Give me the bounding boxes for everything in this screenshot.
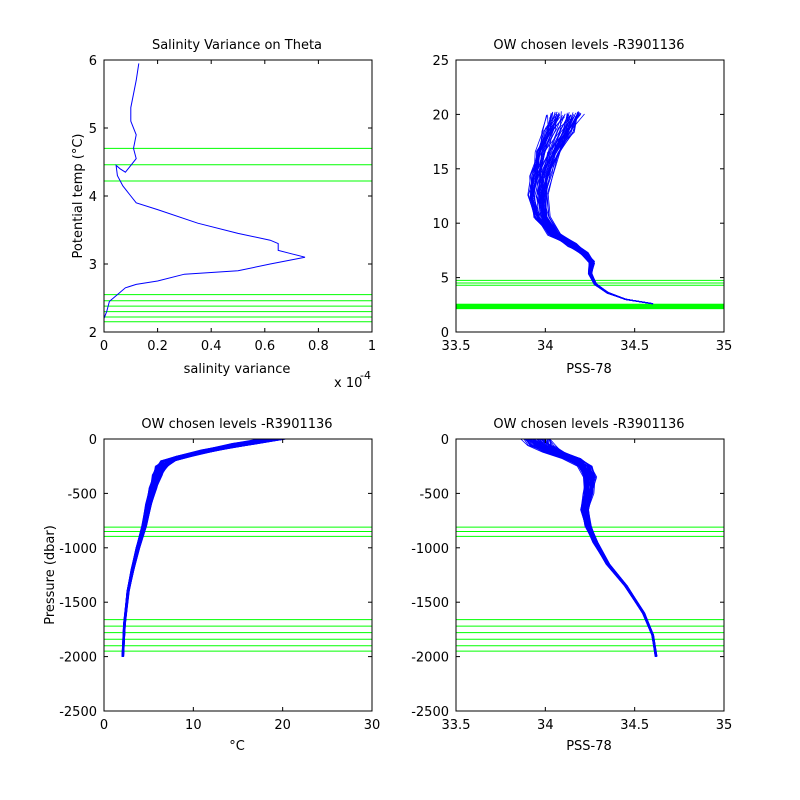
x-tick-label: 34.5 xyxy=(620,718,649,733)
y-tick-label: 0 xyxy=(89,433,97,448)
plot-frame xyxy=(103,438,373,712)
x-tick-label: 33.5 xyxy=(442,339,471,354)
x-tick-label: 35 xyxy=(716,339,733,354)
y-tick-label: 3 xyxy=(89,258,97,273)
panel-title: OW chosen levels -R3901136 xyxy=(141,417,332,432)
y-tick-label: -1500 xyxy=(59,596,97,611)
profile-line xyxy=(547,438,658,657)
y-tick-label: -500 xyxy=(419,487,449,502)
x-tick-label: 0.6 xyxy=(254,339,275,354)
level-lines xyxy=(456,526,724,652)
tick-labels: 0 10 20 30 -2500 -2000 -1500 -1000 -500 0 xyxy=(59,433,380,733)
x-axis-label: °C xyxy=(229,739,245,754)
series-group xyxy=(103,63,306,326)
x-axis-label: PSS-78 xyxy=(566,739,612,754)
x-tick-label: 0 xyxy=(100,339,108,354)
panel-salinity-variance: Salinity Variance on Theta 0 0.2 0.4 0.6 0.8… xyxy=(71,38,376,391)
x-tick-label: 35 xyxy=(716,718,733,733)
panel-title: Salinity Variance on Theta xyxy=(152,38,322,53)
y-tick-label: 5 xyxy=(441,272,449,287)
tick-labels: 33.5 34 34.5 35 0 5 10 15 20 25 xyxy=(432,54,732,354)
series-group xyxy=(121,438,287,657)
x-tick-label: 30 xyxy=(364,718,381,733)
y-tick-label: 2 xyxy=(89,326,97,341)
x-tick-label: 33.5 xyxy=(442,718,471,733)
y-tick-label: 25 xyxy=(432,54,449,69)
series-line xyxy=(103,63,306,326)
profile-line xyxy=(544,115,654,305)
profile-line xyxy=(122,438,274,657)
panel-theta-salinity: OW chosen levels -R3901136 33.5 34 34.5 35 0… xyxy=(432,38,732,377)
profile-line xyxy=(529,438,657,657)
series-group xyxy=(527,111,654,305)
profile-line xyxy=(532,115,653,305)
x-tick-label: 1 xyxy=(368,339,376,354)
y-tick-label: -1500 xyxy=(411,596,449,611)
y-axis-label: Potential temp (°C) xyxy=(71,134,86,259)
x-tick-label: 34 xyxy=(537,339,554,354)
x-tick-label: 34 xyxy=(537,718,554,733)
panel-temperature-pressure: OW chosen levels -R3901136 0 10 20 30 -2500 -… xyxy=(43,417,380,754)
x-tick-label: 0.4 xyxy=(201,339,222,354)
y-tick-label: 0 xyxy=(441,433,449,448)
y-tick-label: 0 xyxy=(441,326,449,341)
level-band xyxy=(456,303,724,310)
x-tick-label: 0 xyxy=(100,718,108,733)
y-tick-label: -1000 xyxy=(59,542,97,557)
panel-salinity-pressure: OW chosen levels -R3901136 33.5 34 34.5 35 -… xyxy=(411,417,732,754)
series-group xyxy=(520,438,658,657)
plot-frame xyxy=(455,438,725,712)
tick-labels: 0 0.2 0.4 0.6 0.8 1 2 3 4 5 6 xyxy=(89,54,376,354)
profile-line xyxy=(121,438,262,657)
panel-title: OW chosen levels -R3901136 xyxy=(493,38,684,53)
x-axis-label: salinity variance xyxy=(184,362,291,377)
y-tick-label: -1000 xyxy=(411,542,449,557)
y-tick-label: -2500 xyxy=(411,705,449,720)
y-tick-label: 6 xyxy=(89,54,97,69)
x-tick-label: 10 xyxy=(185,718,202,733)
y-tick-label: -2500 xyxy=(59,705,97,720)
level-lines xyxy=(104,147,372,323)
profile-line xyxy=(529,116,653,305)
y-tick-label: 15 xyxy=(432,163,449,178)
tick-labels: 33.5 34 34.5 35 -2500 -2000 -1500 -1000 -500 0 xyxy=(411,433,732,733)
profile-line xyxy=(122,438,274,657)
y-tick-label: 5 xyxy=(89,122,97,137)
y-tick-label: -500 xyxy=(67,487,97,502)
x-exponent-superscript: -4 xyxy=(360,369,371,382)
y-tick-label: 10 xyxy=(432,217,449,232)
x-exponent-label: x 10 xyxy=(334,376,362,391)
y-tick-label: 4 xyxy=(89,190,97,205)
x-tick-label: 20 xyxy=(274,718,291,733)
y-tick-label: 20 xyxy=(432,108,449,123)
y-tick-label: -2000 xyxy=(59,651,97,666)
x-axis-label: PSS-78 xyxy=(566,362,612,377)
x-tick-label: 0.2 xyxy=(147,339,168,354)
x-tick-label: 34.5 xyxy=(620,339,649,354)
level-lines xyxy=(456,279,724,310)
panel-title: OW chosen levels -R3901136 xyxy=(493,417,684,432)
y-axis-label: Pressure (dbar) xyxy=(43,525,58,625)
plot-frame xyxy=(455,59,725,333)
y-tick-label: -2000 xyxy=(411,651,449,666)
level-lines xyxy=(104,526,372,652)
x-tick-label: 0.8 xyxy=(308,339,329,354)
